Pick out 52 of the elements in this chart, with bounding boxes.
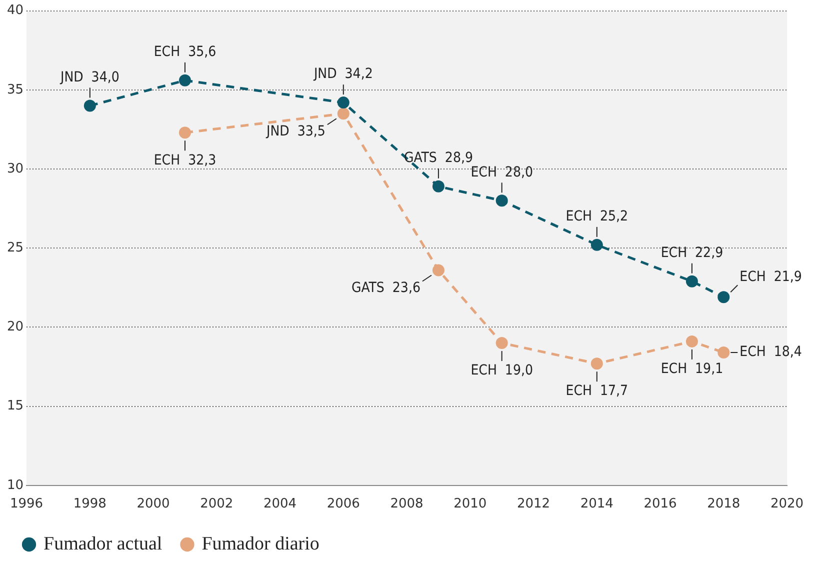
y-tick-label: 30: [6, 161, 24, 176]
data-label: JND 34,0: [59, 69, 120, 86]
data-label: JND 33,5: [266, 123, 326, 140]
point: [178, 74, 191, 86]
x-tick-label: 2002: [200, 496, 234, 512]
x-tick-label: 2006: [326, 496, 360, 512]
x-tick-label: 2008: [390, 496, 424, 512]
data-label: GATS 23,6: [351, 280, 420, 296]
x-tick-label: 2012: [516, 496, 550, 512]
point: [686, 335, 698, 348]
point: [718, 291, 730, 304]
data-label: ECH 22,9: [660, 244, 724, 261]
point: [337, 108, 350, 120]
data-label: ECH 17,7: [566, 383, 628, 400]
y-tick-label: 40: [6, 3, 24, 18]
data-label: ECH 19,1: [660, 361, 724, 378]
y-tick-label: 35: [6, 82, 24, 98]
data-label: GATS 28,9: [404, 150, 473, 166]
data-label: ECH 35,6: [154, 44, 216, 60]
x-tick-label: 1998: [73, 496, 106, 512]
point: [178, 126, 191, 139]
point: [432, 264, 444, 276]
point: [84, 100, 96, 112]
point: [686, 275, 698, 288]
point: [496, 194, 508, 207]
y-tick-label: 25: [6, 240, 24, 256]
data-label: ECH 32,3: [154, 152, 216, 168]
x-tick-label: 2014: [580, 496, 614, 512]
x-tick-label: 2004: [263, 496, 297, 512]
y-tick-label: 15: [6, 398, 24, 414]
data-label: ECH 25,2: [566, 208, 628, 225]
x-tick-label: 2018: [707, 496, 740, 512]
point: [432, 180, 444, 192]
y-tick-label: 10: [6, 478, 24, 493]
data-label: ECH 28,0: [470, 164, 533, 180]
data-label: ECH 18,4: [740, 344, 802, 360]
x-tick-label: 2010: [454, 496, 487, 512]
data-label: JND 34,2: [312, 66, 373, 82]
y-tick-label: 20: [6, 320, 24, 335]
data-label: ECH 21,9: [740, 268, 802, 285]
point: [496, 337, 508, 350]
legend-label: Fumador actual: [44, 533, 162, 554]
data-label: ECH 19,0: [470, 362, 533, 379]
x-tick-label: 1996: [10, 496, 44, 512]
point: [590, 238, 603, 251]
point: [590, 358, 603, 370]
x-tick-label: 2000: [136, 496, 170, 512]
point: [337, 96, 350, 109]
x-tick-label: 2020: [770, 496, 804, 512]
legend-label: Fumador diario: [202, 533, 320, 554]
point: [718, 346, 730, 359]
x-tick-label: 2016: [644, 496, 677, 512]
